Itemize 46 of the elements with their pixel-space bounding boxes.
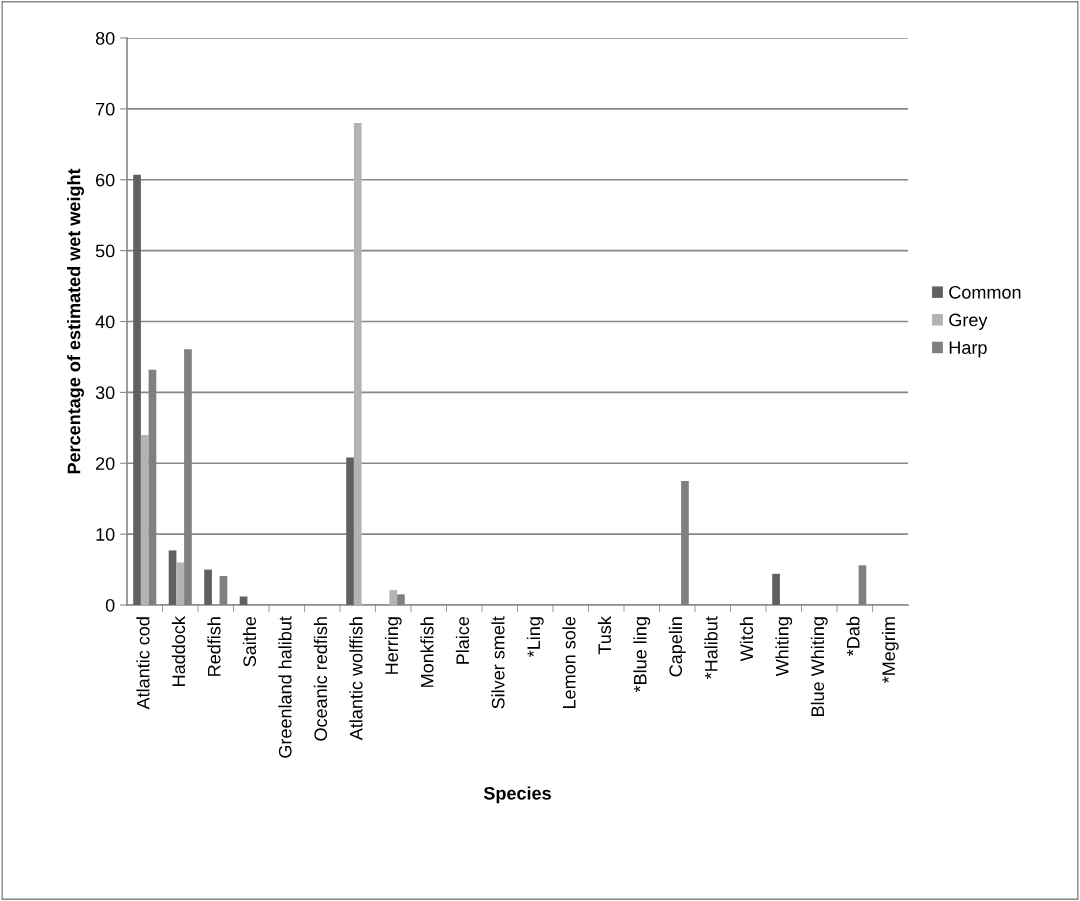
bar [176, 562, 185, 605]
x-tick-label: Saithe [242, 616, 257, 667]
x-tick-label: Lemon sole [562, 616, 576, 708]
legend-label: Grey [949, 313, 988, 330]
x-tick-label: Silver smelt [491, 616, 505, 709]
y-tick-label: 30 [95, 386, 115, 400]
x-tick-label: Blue Whiting [810, 617, 828, 716]
y-axis-title: Percentage of estimated wet weight [67, 168, 84, 474]
x-tick-label: Whiting [775, 617, 793, 677]
y-tick-label: 80 [95, 31, 115, 45]
bar [346, 457, 354, 605]
bar [204, 569, 212, 605]
x-tick-label: Greenland halibut [278, 616, 292, 758]
y-tick-label: 60 [96, 173, 115, 187]
x-tick-label: Witch [739, 617, 754, 662]
x-tick-label: *Ling [526, 617, 544, 657]
x-tick-label: *Megrim [881, 617, 899, 684]
bar [389, 590, 398, 605]
legend-label: Harp [949, 341, 987, 358]
bar [168, 550, 177, 605]
y-tick-label: 50 [95, 244, 115, 258]
x-tick-label: Haddock [171, 616, 186, 686]
legend-label: Common [949, 285, 1021, 299]
y-tick-label: 40 [95, 315, 115, 329]
y-tick-label: 20 [96, 457, 115, 470]
x-tick-label: Capelin [668, 617, 686, 677]
x-tick-label: Redfish [207, 617, 221, 676]
x-tick-label: *Dab [846, 616, 860, 656]
bar [140, 434, 149, 605]
y-tick-label: 10 [96, 528, 115, 541]
x-tick-label: Atlantic wolffish [349, 617, 363, 741]
x-tick-label: Atlantic cod [136, 617, 150, 710]
x-tick-label: *Blue ling [633, 617, 651, 693]
x-axis-title: Species [483, 786, 551, 804]
x-tick-label: Plaice [455, 616, 470, 664]
x-tick-label: *Halibut [704, 616, 718, 680]
bar [353, 123, 362, 605]
x-tick-label: Monkfish [420, 617, 434, 687]
x-tick-label: Herring [384, 617, 402, 674]
bar [133, 174, 141, 605]
x-tick-label: Oceanic redfish [313, 617, 328, 741]
y-tick-label: 0 [105, 598, 115, 612]
x-tick-label: Tusk [597, 616, 612, 655]
bar [772, 573, 780, 605]
y-tick-label: 70 [96, 102, 115, 116]
bar [239, 596, 248, 605]
